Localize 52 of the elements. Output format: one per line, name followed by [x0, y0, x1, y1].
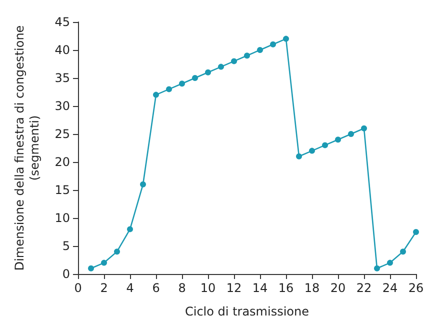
- point: [374, 265, 380, 272]
- y-tick-label: 10: [54, 211, 70, 225]
- point: [361, 125, 367, 132]
- point: [88, 265, 94, 272]
- x-tick-label: 12: [226, 281, 242, 295]
- point: [296, 153, 302, 160]
- x-tick-label: 0: [74, 281, 82, 295]
- point: [114, 248, 120, 255]
- point: [218, 64, 224, 70]
- x-tick-label: 4: [126, 281, 134, 295]
- y-tick-label: 15: [54, 183, 70, 197]
- point: [153, 92, 159, 98]
- y-tick-label: 5: [62, 239, 70, 253]
- x-tick-label: 18: [304, 281, 320, 295]
- point: [101, 260, 107, 266]
- point: [270, 41, 276, 48]
- point: [335, 136, 341, 143]
- point: [322, 142, 328, 148]
- x-tick-label: 24: [382, 281, 398, 295]
- point: [413, 229, 419, 235]
- point: [400, 248, 406, 255]
- x-tick-label: 10: [200, 281, 216, 295]
- point: [348, 131, 354, 137]
- y-tick-label: 0: [62, 267, 70, 281]
- point: [283, 36, 289, 42]
- y-tick-label: 20: [54, 155, 70, 169]
- x-tick-label: 8: [178, 281, 186, 295]
- point: [179, 80, 185, 87]
- x-tick-label: 26: [408, 281, 424, 295]
- y-axis-title: Dimensione della finestra di congestione (segmenti): [12, 25, 42, 271]
- point: [127, 226, 133, 232]
- x-tick-label: 14: [252, 281, 268, 295]
- y-tick-label: 45: [54, 15, 70, 29]
- y-tick-label: 35: [54, 71, 70, 85]
- x-tick-label: 6: [152, 281, 160, 295]
- x-tick-label: 2: [100, 281, 108, 295]
- x-tick-label: 16: [278, 281, 294, 295]
- y-tick-label: 40: [54, 43, 70, 57]
- point: [166, 86, 172, 92]
- x-tick-label: 20: [330, 281, 346, 295]
- point: [140, 181, 146, 188]
- point: [244, 52, 250, 59]
- point: [231, 58, 237, 64]
- point: [257, 47, 263, 53]
- y-tick-label: 30: [54, 99, 70, 113]
- x-axis-title: Ciclo di trasmissione: [184, 304, 310, 318]
- point: [205, 69, 211, 76]
- point: [387, 260, 393, 266]
- y-tick-label: 25: [54, 127, 70, 141]
- x-tick-label: 22: [356, 281, 372, 295]
- point: [192, 75, 198, 81]
- point: [309, 148, 315, 154]
